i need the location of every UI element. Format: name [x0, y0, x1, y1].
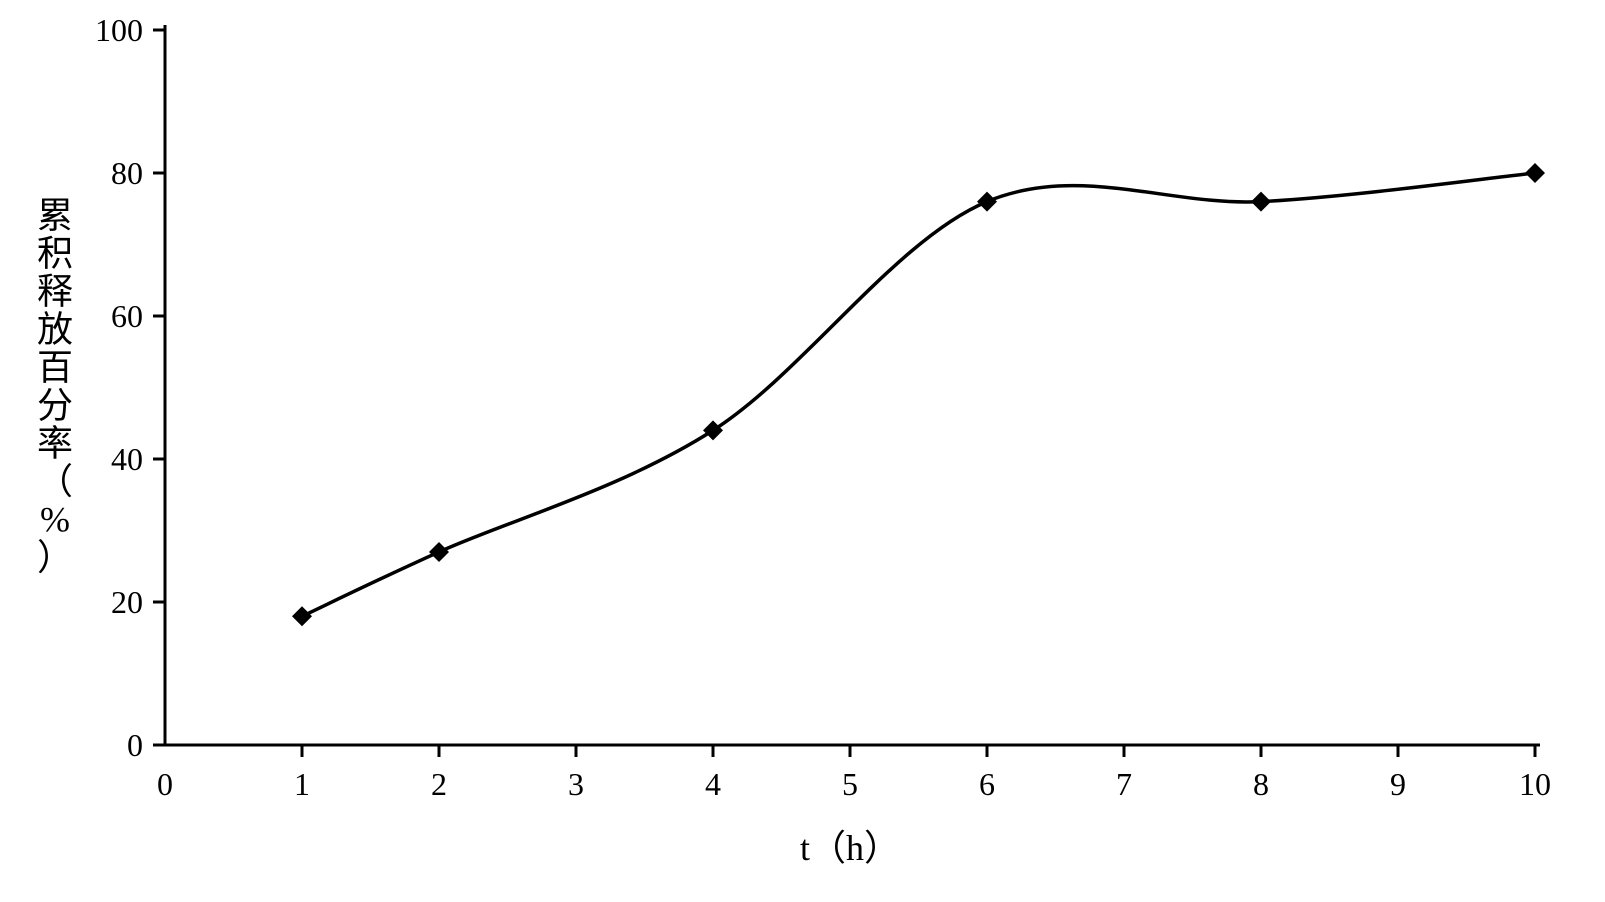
y-axis-label-char: 积 [37, 234, 73, 274]
x-tick-label: 5 [842, 766, 858, 802]
y-tick-label: 0 [127, 727, 143, 763]
x-tick-label: 1 [294, 766, 310, 802]
release-chart: 0 20 40 60 80 100 0 1 2 3 4 5 6 7 8 9 10 t（h） 累积释放百分率（%） [0, 0, 1605, 902]
data-line [302, 173, 1535, 616]
x-tick-label: 8 [1253, 766, 1269, 802]
y-axis-label-char: 率 [37, 424, 73, 464]
data-marker [1525, 163, 1545, 183]
x-tick-label: 10 [1519, 766, 1551, 802]
x-tick-label: 0 [157, 766, 173, 802]
y-axis-label-char: 释 [37, 272, 73, 312]
y-axis-label-char: 放 [37, 310, 73, 350]
y-tick-label: 20 [111, 584, 143, 620]
y-tick-label: 80 [111, 155, 143, 191]
x-tick-label: 9 [1390, 766, 1406, 802]
data-marker [429, 542, 449, 562]
x-tick-label: 2 [431, 766, 447, 802]
y-tick-label: 40 [111, 441, 143, 477]
chart-svg: 0 20 40 60 80 100 0 1 2 3 4 5 6 7 8 9 10 t（h） 累积释放百分率（%） [0, 0, 1605, 902]
data-marker [977, 192, 997, 212]
y-tick-label: 100 [95, 12, 143, 48]
y-tick-label: 60 [111, 298, 143, 334]
y-axis-label-char: ） [37, 538, 73, 578]
y-axis-label-char: 百 [37, 348, 73, 388]
data-marker [1251, 192, 1271, 212]
y-axis-label-char: （ [37, 462, 73, 502]
x-tick-label: 4 [705, 766, 721, 802]
data-marker [292, 606, 312, 626]
x-axis-label: t（h） [800, 828, 900, 868]
x-tick-label: 3 [568, 766, 584, 802]
y-axis-label-char: 分 [37, 386, 73, 426]
data-marker [703, 420, 723, 440]
x-tick-label: 7 [1116, 766, 1132, 802]
y-axis-label-char: 累 [37, 196, 73, 236]
y-axis-label-char: % [40, 500, 70, 540]
x-tick-label: 6 [979, 766, 995, 802]
